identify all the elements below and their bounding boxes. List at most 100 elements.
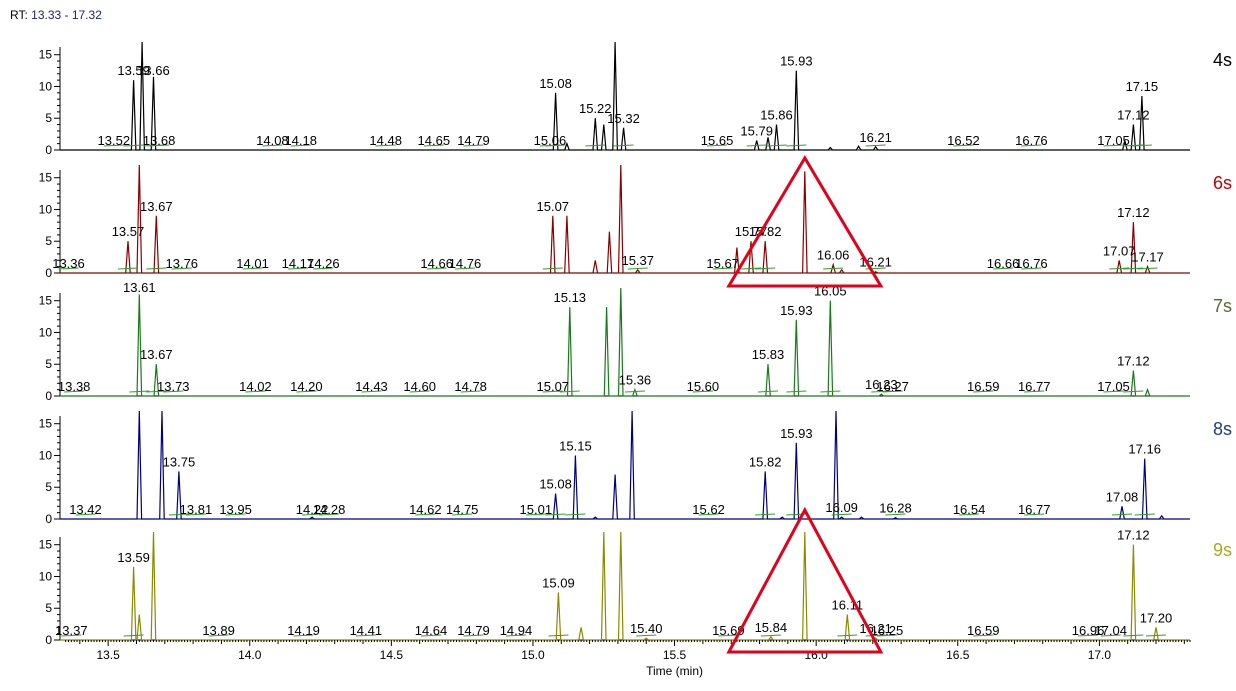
peak-label-leader [1103,390,1124,393]
peak-label-leader [757,390,779,393]
y-tick-label: 10 [39,325,53,339]
peak-label-leader [163,390,184,393]
peak-label: 15.22 [579,101,612,116]
peak-label: 15.37 [621,253,654,268]
peak-label-leader [185,513,206,516]
peak-label: 13.68 [143,133,176,148]
peak-label: 13.67 [140,199,173,214]
peak-label: 16.52 [947,133,980,148]
peak-label: 14.60 [403,379,436,394]
peak-label: 14.01 [236,256,269,271]
peak-label: 15.60 [687,379,720,394]
peak-label-leader [876,634,897,637]
peak-label-leader [565,513,586,516]
y-tick-label: 0 [45,633,52,647]
peak-label: 16.96 [1072,623,1105,638]
peak-label-leader [707,144,728,147]
peak-label: 13.73 [157,379,190,394]
peak-label-leader [1024,390,1045,393]
peak-label-leader [1021,144,1042,147]
peak-label: 14.20 [290,379,323,394]
peak-label: 16.54 [953,502,986,517]
y-tick-label: 15 [39,171,53,185]
peak-label: 14.65 [418,133,451,148]
peak-label-leader [542,267,563,270]
peak-label: 14.94 [500,623,533,638]
peak-label: 16.76 [1015,256,1048,271]
peak-label: 14.62 [409,502,442,517]
peak-label: 17.04 [1094,623,1127,638]
peak-label-leader [712,267,733,270]
peak-label: 14.17 [282,256,315,271]
peak-label-leader [545,144,566,147]
peak-label-leader [823,267,844,270]
peak-label-leader [865,144,886,147]
peak-label: 17.17 [1131,250,1164,265]
peak-label-leader [171,267,192,270]
peak-label-leader [463,634,484,637]
peak-label: 15.32 [607,111,640,126]
peak-label-leader [123,144,144,147]
peak-label: 13.89 [202,623,235,638]
peak-label-leader [149,144,170,147]
y-tick-label: 0 [45,143,52,157]
peak-label-leader [973,634,994,637]
x-tick-label: 13.5 [96,648,120,662]
rt-range: 13.33 - 17.32 [31,8,102,22]
peak-label-leader [1134,513,1155,516]
trace-6s [60,164,1190,274]
peak-label: 15.13 [554,290,587,305]
peak-label: 16.06 [817,248,850,263]
peak-label: 13.67 [140,347,173,362]
peak-label: 15.83 [752,347,785,362]
peak-label-leader [1024,513,1045,516]
trace-7s [60,287,1190,397]
peak-label: 17.05 [1097,379,1130,394]
peak-label: 13.76 [166,256,199,271]
peak-label: 15.36 [619,373,652,388]
y-tick-label: 0 [45,512,52,526]
peak-label: 15.01 [520,502,553,517]
peak-label: 14.22 [296,502,329,517]
peak-label: 14.43 [355,379,388,394]
peak-label-leader [973,390,994,393]
trace-label-8s: 8s [1213,419,1232,439]
peak-label: 14.75 [446,502,479,517]
peak-label-leader [262,144,283,147]
peak-label-leader [117,267,138,270]
y-tick-label: 10 [39,79,53,93]
rt-header: RT: 13.33 - 17.32 [10,8,102,22]
peak-label-leader [746,144,767,147]
peak-label-leader [123,634,144,637]
peak-label-leader [452,513,473,516]
peak-label-leader [426,267,447,270]
y-tick-label: 15 [39,417,53,431]
trace-8s [60,410,1190,520]
peak-label-leader [820,390,841,393]
peak-label: 15.93 [780,54,813,69]
peak-label-leader [423,144,444,147]
peak-label: 13.59 [117,63,150,78]
peak-label-leader [208,634,229,637]
y-tick-label: 15 [39,538,53,552]
peak-label: 17.08 [1106,489,1139,504]
peak-label-leader [287,267,308,270]
peak-label-leader [409,390,430,393]
peak-label-leader [146,390,167,393]
peak-label-leader [786,390,807,393]
peak-label: 13.95 [219,502,252,517]
peak-label-leader [882,390,903,393]
peak-label: 15.82 [749,454,782,469]
trace-9s [60,531,1190,641]
peak-label-leader [103,144,124,147]
peak-label-leader [460,390,481,393]
peak-label: 15.93 [780,426,813,441]
peak-label: 16.66 [987,256,1020,271]
peak-label: 16.28 [879,501,912,516]
peak-label-leader [627,267,648,270]
peak-label-leader [168,513,189,516]
y-tick-label: 5 [45,601,52,615]
peak-label: 14.78 [454,379,487,394]
peak-label: 15.08 [539,76,572,91]
